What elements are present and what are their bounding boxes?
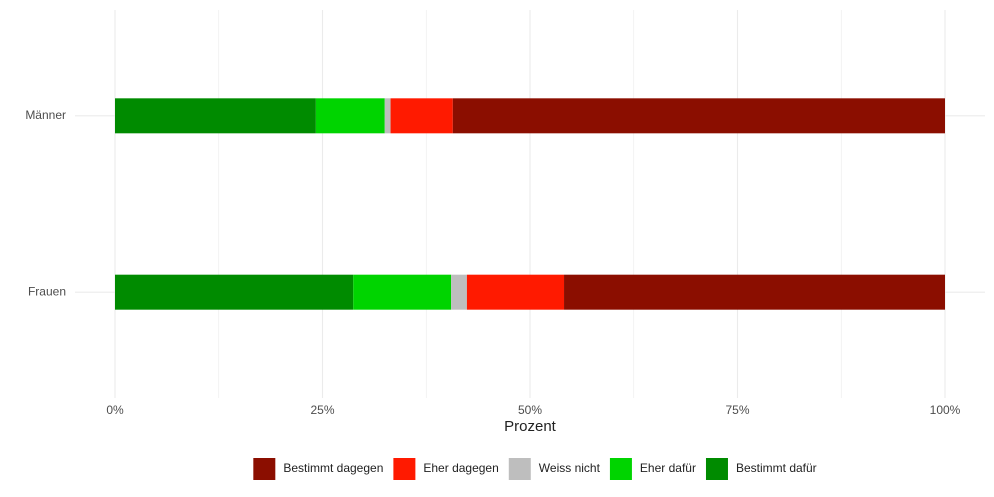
legend-label: Bestimmt dagegen — [283, 461, 383, 475]
legend-key — [253, 458, 276, 480]
legend-label: Weiss nicht — [539, 461, 601, 475]
y-tick-label: Frauen — [28, 284, 66, 298]
x-tick-label: 25% — [310, 403, 334, 417]
legend-key — [705, 458, 728, 480]
legend-label: Eher dafür — [640, 461, 696, 475]
bar-segment — [390, 98, 453, 134]
legend: Bestimmt dagegen Eher dagegen Weiss nicht E… — [253, 458, 817, 480]
bar-segment — [452, 98, 945, 134]
legend-key — [508, 458, 531, 480]
x-axis-title: Prozent — [504, 418, 557, 435]
x-tick-label: 50% — [518, 403, 542, 417]
y-tick-label: Männer — [25, 108, 66, 122]
x-tick-label: 75% — [725, 403, 749, 417]
bar-segment — [466, 274, 565, 310]
bar-segment — [564, 274, 945, 310]
legend-key — [393, 458, 416, 480]
x-tick-label: 100% — [930, 403, 961, 417]
x-tick-label: 0% — [106, 403, 124, 417]
bar-segment — [315, 98, 385, 134]
bar-segment — [384, 98, 391, 134]
bar-segment — [451, 274, 467, 310]
legend-label: Bestimmt dafür — [736, 461, 817, 475]
bar-segment — [115, 274, 354, 310]
bar-segment — [115, 98, 316, 134]
legend-label: Eher dagegen — [423, 461, 498, 475]
legend-key — [609, 458, 632, 480]
bar-segment — [353, 274, 452, 310]
